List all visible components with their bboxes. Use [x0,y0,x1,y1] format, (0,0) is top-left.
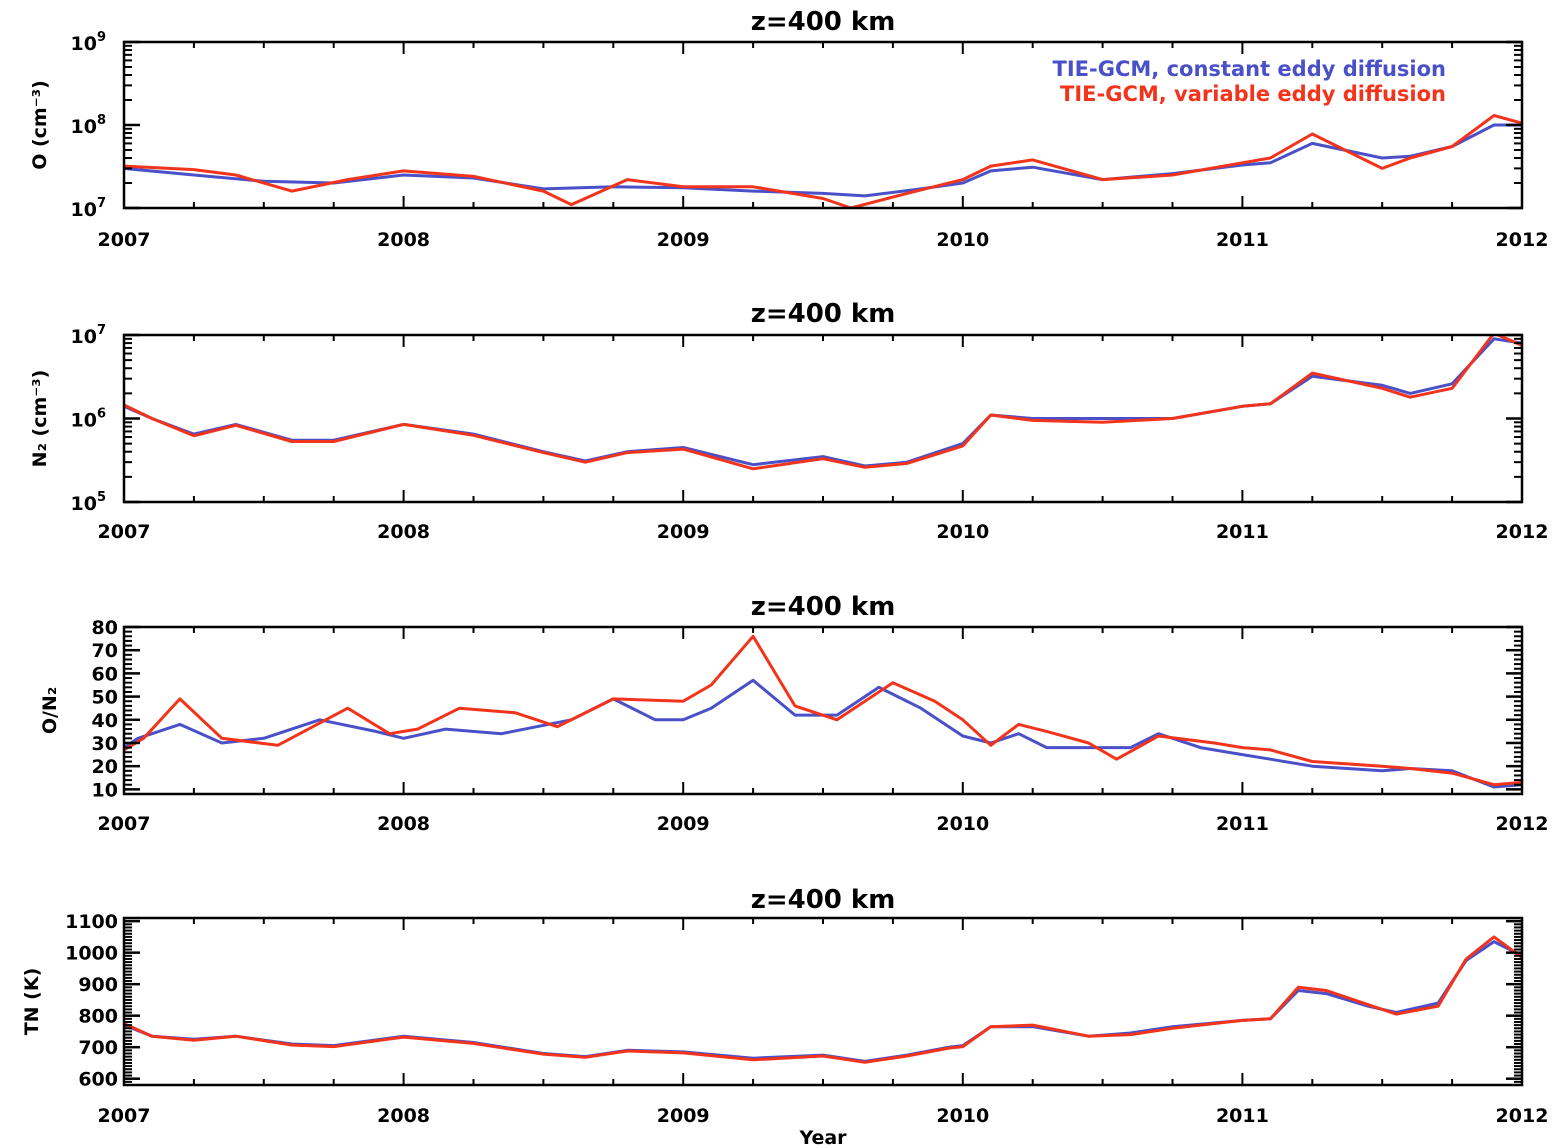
x-tick-label: 2011 [1216,229,1269,251]
x-tick-label: 2012 [1496,229,1549,251]
y-tick-label: 900 [78,974,118,996]
y-tick-label: 600 [78,1069,118,1091]
x-tick-label: 2011 [1216,521,1269,543]
y-tick-label: 30 [92,733,118,755]
y-axis-label: TN (K) [21,968,43,1036]
x-tick-label: 2011 [1216,813,1269,835]
x-tick-label: 2009 [657,521,710,543]
y-tick-label: 80 [92,617,118,639]
plot-frame [122,625,1524,796]
y-tick-label: 70 [92,640,118,662]
x-tick-label: 2009 [657,1105,710,1127]
x-tick-label: 2010 [936,521,989,543]
series-line-constant [124,337,1522,468]
y-tick-label: 107 [71,196,107,221]
x-tick-label: 2012 [1496,813,1549,835]
legend-entry-variable: TIE-GCM, variable eddy diffusion [1060,82,1446,106]
y-tick-label: 40 [92,710,118,732]
y-tick-label: 20 [92,756,118,778]
x-tick-label: 2010 [936,1105,989,1127]
x-tick-label: 2007 [98,229,151,251]
x-tick-label: 2009 [657,813,710,835]
series-line-variable [124,634,1522,787]
y-axis-label: N₂ (cm⁻³) [29,370,51,468]
panel-title: z=400 km [751,7,896,37]
y-tick-label: 800 [78,1006,118,1028]
x-tick-label: 2009 [657,229,710,251]
panel-title: z=400 km [751,299,896,329]
panel-1: z=400 km 2007 2008 2009 2010 2011 2012 107 108 10… [29,7,1548,251]
series-line-variable [124,935,1522,1064]
x-tick-label: 2008 [377,229,430,251]
y-tick-label: 1000 [65,943,118,965]
y-tick-label: 1100 [65,911,118,933]
y-tick-label: 109 [71,30,107,55]
series-line-constant [124,678,1522,789]
y-tick-label: 106 [71,407,107,432]
x-tick-label: 2008 [377,521,430,543]
y-tick-label: 50 [92,687,118,709]
y-tick-label: 10 [92,779,118,801]
y-axis-label: O/N₂ [39,687,61,734]
x-tick-label: 2010 [936,813,989,835]
x-axis-label: Year [798,1127,847,1148]
legend-entry-constant: TIE-GCM, constant eddy diffusion [1053,57,1446,81]
series-line-constant [124,940,1522,1063]
x-tick-label: 2008 [377,813,430,835]
y-axis-label: O (cm⁻³) [29,80,51,170]
y-tick-label: 105 [71,490,107,515]
x-tick-label: 2007 [98,813,151,835]
series-line-variable [124,114,1522,208]
panel-2: z=400 km 2007 2008 2009 2010 2011 2012 105 106 10… [29,299,1548,543]
x-tick-label: 2007 [98,521,151,543]
plot-frame [122,333,1524,504]
y-tick-label: 60 [92,663,118,685]
plot-frame [122,916,1524,1087]
x-tick-label: 2011 [1216,1105,1269,1127]
panel-title: z=400 km [751,592,896,622]
x-tick-label: 2007 [98,1105,151,1127]
x-tick-label: 2008 [377,1105,430,1127]
panel-3: z=400 km 2007 2008 2009 2010 2011 2012 10203040… [39,592,1548,835]
x-tick-label: 2012 [1496,521,1549,543]
x-tick-label: 2010 [936,229,989,251]
y-tick-label: 108 [71,113,107,138]
panel-4: z=400 km 2007 2008 2009 2010 2011 2012 600 700 80… [21,885,1548,1148]
x-tick-label: 2012 [1496,1105,1549,1127]
panel-title: z=400 km [751,885,896,915]
series-line-variable [124,335,1522,471]
y-tick-label: 700 [78,1037,118,1059]
y-tick-label: 107 [71,323,107,348]
